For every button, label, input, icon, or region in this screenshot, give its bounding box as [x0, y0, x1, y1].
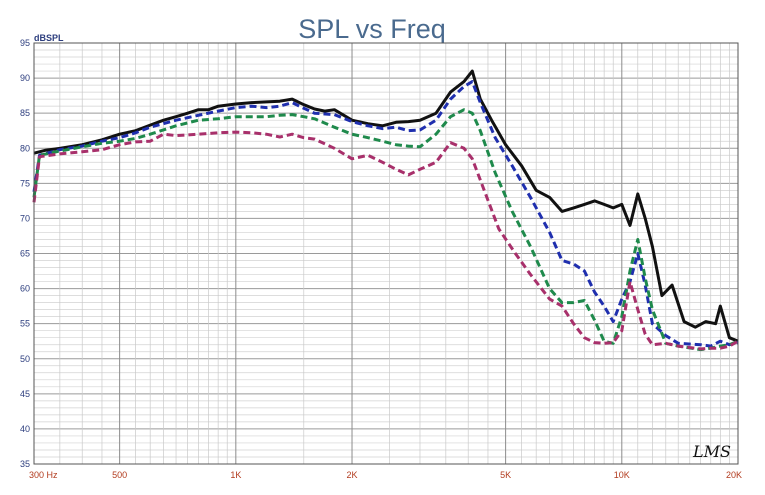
lms-logo: LMS	[692, 442, 731, 461]
y-tick-label: 50	[20, 354, 30, 364]
x-tick-label: 20K	[726, 470, 742, 480]
series-line-2	[32, 80, 739, 348]
y-tick-label: 35	[20, 459, 30, 469]
x-tick-labels: 300 Hz 500 1K 2K 5K 10K 20K	[29, 470, 742, 480]
series-line-4	[32, 130, 739, 351]
y-tick-label: 70	[20, 213, 30, 223]
y-tick-label: 40	[20, 424, 30, 434]
x-tick-label: 2K	[347, 470, 358, 480]
plot-frame	[33, 42, 739, 465]
y-tick-label: 80	[20, 143, 30, 153]
series-lines	[32, 69, 739, 352]
y-tick-labels: 35 40 45 50 55 60 65 70 75 80 85 90 95	[20, 38, 30, 469]
y-tick-label: 90	[20, 73, 30, 83]
y-tick-label: 85	[20, 108, 30, 118]
y-tick-label: 55	[20, 319, 30, 329]
series-line-1	[33, 69, 739, 343]
grid	[33, 42, 739, 465]
x-tick-label: 5K	[500, 470, 511, 480]
x-tick-label: 300 Hz	[29, 470, 58, 480]
y-tick-label: 75	[20, 178, 30, 188]
series-line-3	[32, 108, 739, 352]
chart-title: SPL vs Freq	[298, 14, 446, 44]
y-tick-label: 95	[20, 38, 30, 48]
x-tick-label: 10K	[614, 470, 630, 480]
x-tick-label: 500	[112, 470, 127, 480]
y-tick-label: 60	[20, 284, 30, 294]
x-tick-label: 1K	[230, 470, 241, 480]
y-tick-label: 45	[20, 389, 30, 399]
y-axis-unit-label: dBSPL	[34, 33, 64, 43]
y-tick-label: 65	[20, 249, 30, 259]
